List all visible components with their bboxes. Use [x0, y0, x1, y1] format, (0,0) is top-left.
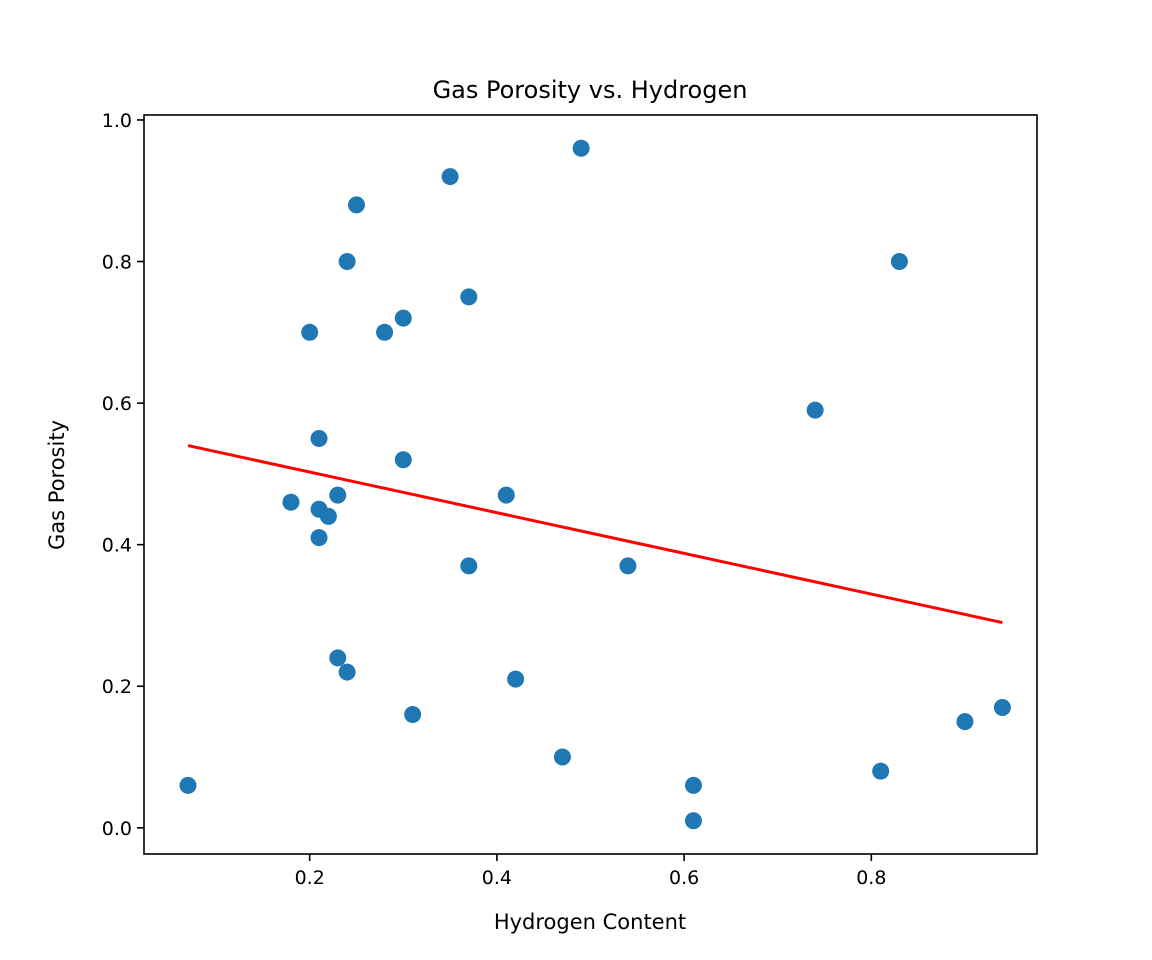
data-point [619, 557, 637, 575]
data-point [572, 139, 590, 157]
data-point [338, 253, 356, 271]
data-point [993, 698, 1011, 716]
trend-line-layer [187, 444, 1003, 624]
data-point [507, 670, 525, 688]
data-point [684, 776, 702, 794]
data-point [890, 253, 908, 271]
y-tick-label: 0.4 [102, 535, 132, 557]
data-point [179, 776, 197, 794]
data-point [553, 748, 571, 766]
data-point [394, 309, 412, 327]
data-point [460, 288, 478, 306]
data-point [329, 486, 347, 504]
data-point [282, 493, 300, 511]
data-point [460, 557, 478, 575]
data-point [806, 401, 824, 419]
x-tick-label: 0.2 [295, 867, 325, 889]
trend-line [187, 444, 1003, 624]
data-point [441, 168, 459, 186]
y-axis: 0.0 0.2 0.4 0.6 0.8 1.0 [102, 110, 144, 840]
y-axis-label: Gas Porosity [45, 420, 69, 550]
x-tick-label: 0.8 [856, 867, 886, 889]
data-point [310, 429, 328, 447]
y-tick-label: 1.0 [102, 110, 132, 132]
data-point [376, 323, 394, 341]
y-tick-label: 0.6 [102, 393, 132, 415]
data-point [338, 663, 356, 681]
y-tick-label: 0.0 [102, 818, 132, 840]
x-tick-label: 0.6 [669, 867, 699, 889]
data-point [872, 762, 890, 780]
y-tick-label: 0.2 [102, 676, 132, 698]
data-point [329, 649, 347, 667]
scatter-points-layer [179, 139, 1011, 830]
data-point [497, 486, 515, 504]
data-point [310, 529, 328, 547]
data-point [956, 713, 974, 731]
x-axis-label: Hydrogen Content [494, 910, 686, 934]
x-axis: 0.2 0.4 0.6 0.8 [295, 854, 886, 889]
data-point [319, 507, 337, 525]
x-tick-label: 0.4 [482, 867, 512, 889]
y-tick-label: 0.8 [102, 252, 132, 274]
chart-title: Gas Porosity vs. Hydrogen [433, 76, 748, 104]
data-point [347, 196, 365, 214]
data-point [301, 323, 319, 341]
plot-area-frame [143, 114, 1038, 855]
data-point [404, 706, 422, 724]
data-point [684, 812, 702, 830]
data-point [394, 451, 412, 469]
